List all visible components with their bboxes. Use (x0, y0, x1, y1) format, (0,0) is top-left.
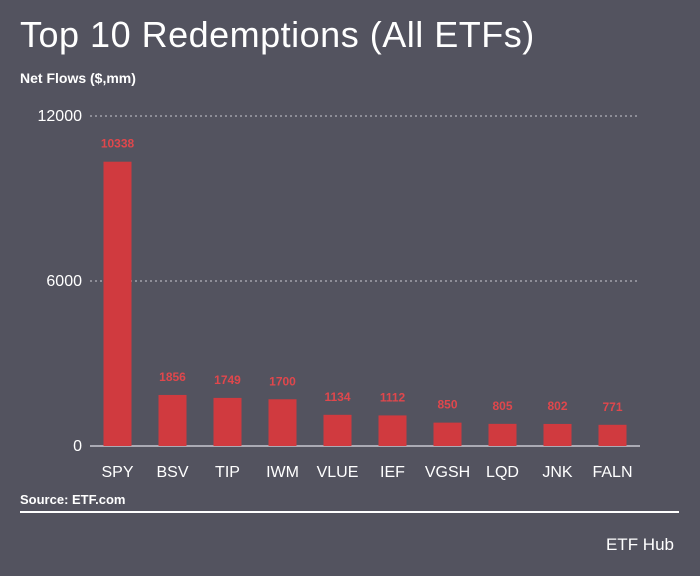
bar (103, 161, 132, 446)
brand-label: ETF Hub (605, 535, 674, 554)
chart-title: Top 10 Redemptions (All ETFs) (20, 14, 535, 55)
y-tick-label: 12000 (38, 108, 83, 125)
bar (433, 422, 462, 446)
bar (543, 423, 572, 446)
bar (158, 394, 187, 446)
bar-value-label: 10338 (101, 137, 135, 151)
y-tick-label: 6000 (46, 273, 82, 290)
bar-value-label: 771 (602, 400, 622, 414)
bar-value-label: 1112 (380, 390, 406, 404)
source-note: Source: ETF.com (20, 492, 126, 507)
bar-value-label: 1856 (159, 370, 186, 384)
bar (488, 423, 517, 446)
x-tick-label: LQD (486, 464, 519, 481)
x-tick-label: TIP (215, 464, 240, 481)
bar-value-label: 802 (547, 399, 567, 413)
x-tick-label: FALN (592, 464, 632, 481)
x-tick-label: BSV (156, 464, 188, 481)
x-tick-label: VLUE (317, 464, 359, 481)
x-tick-label: IEF (380, 464, 405, 481)
x-tick-label: SPY (101, 464, 133, 481)
bar-value-label: 850 (437, 398, 457, 412)
bar (323, 414, 352, 446)
bar-value-label: 1700 (269, 374, 296, 388)
x-tick-label: JNK (542, 464, 573, 481)
y-tick-label: 0 (73, 438, 82, 455)
bar (378, 415, 407, 446)
bar (598, 424, 627, 446)
bar-chart: 0 6000 12000 10338 SPY 1856 BSV 1749 TIP 1700 IWM 1… (38, 108, 640, 481)
bar-value-label: 1134 (324, 390, 350, 404)
bar (268, 399, 297, 446)
x-tick-label: IWM (266, 464, 299, 481)
bar (213, 397, 242, 446)
bar-value-label: 1749 (214, 373, 241, 387)
chart-subtitle: Net Flows ($,mm) (20, 70, 136, 86)
x-tick-label: VGSH (425, 464, 470, 481)
bar-value-label: 805 (492, 399, 512, 413)
footer-divider (20, 511, 679, 513)
